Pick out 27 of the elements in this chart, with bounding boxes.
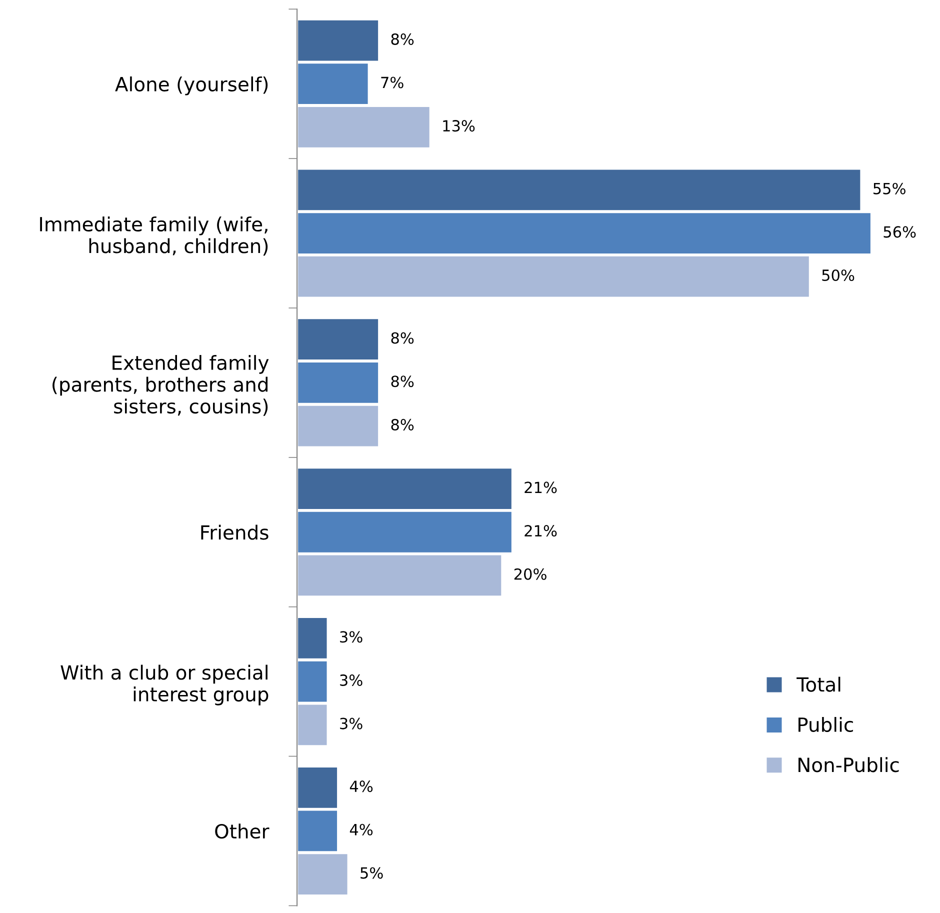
y-tick-label: Friends [201,524,268,540]
data-label: 3% [340,674,362,686]
y-tick-label: Other [215,824,270,839]
data-label: 20% [514,568,546,580]
data-label: 21% [524,525,557,537]
data-label: 8% [391,332,414,344]
data-label: 7% [381,76,404,88]
legend-label: Non-Public [798,757,899,772]
y-tick-label: Immediate family (wife, husband, children) [40,216,268,256]
y-tick-label: Extended family (parents, brothers and sisters, cousins) [52,355,269,416]
data-label: 56% [884,226,916,238]
data-label: 55% [874,182,906,194]
data-label: 50% [822,269,854,282]
data-label: 5% [360,867,383,879]
data-label: 4% [350,824,373,836]
data-label: 3% [340,631,362,643]
legend-label: Total [796,676,840,692]
data-label: 13% [443,120,475,132]
data-label: 3% [340,718,362,730]
y-tick-label: With a club or special interest group [60,664,268,706]
legend-label: Public [798,716,853,732]
data-label: 8% [391,418,414,430]
data-label: 8% [391,376,414,388]
data-label: 4% [350,780,373,792]
y-tick-label: Alone (yourself) [115,76,268,96]
data-label: 8% [391,33,414,45]
data-label: 21% [524,482,557,494]
